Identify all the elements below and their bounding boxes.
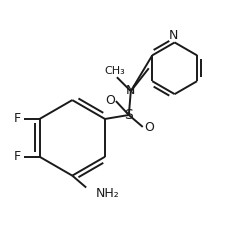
Text: F: F <box>14 112 21 126</box>
Text: F: F <box>14 150 21 163</box>
Text: S: S <box>125 108 133 122</box>
Text: N: N <box>169 29 178 42</box>
Text: NH₂: NH₂ <box>96 187 120 200</box>
Text: O: O <box>105 94 115 107</box>
Text: N: N <box>126 84 136 97</box>
Text: O: O <box>144 121 154 134</box>
Text: CH₃: CH₃ <box>105 66 125 76</box>
